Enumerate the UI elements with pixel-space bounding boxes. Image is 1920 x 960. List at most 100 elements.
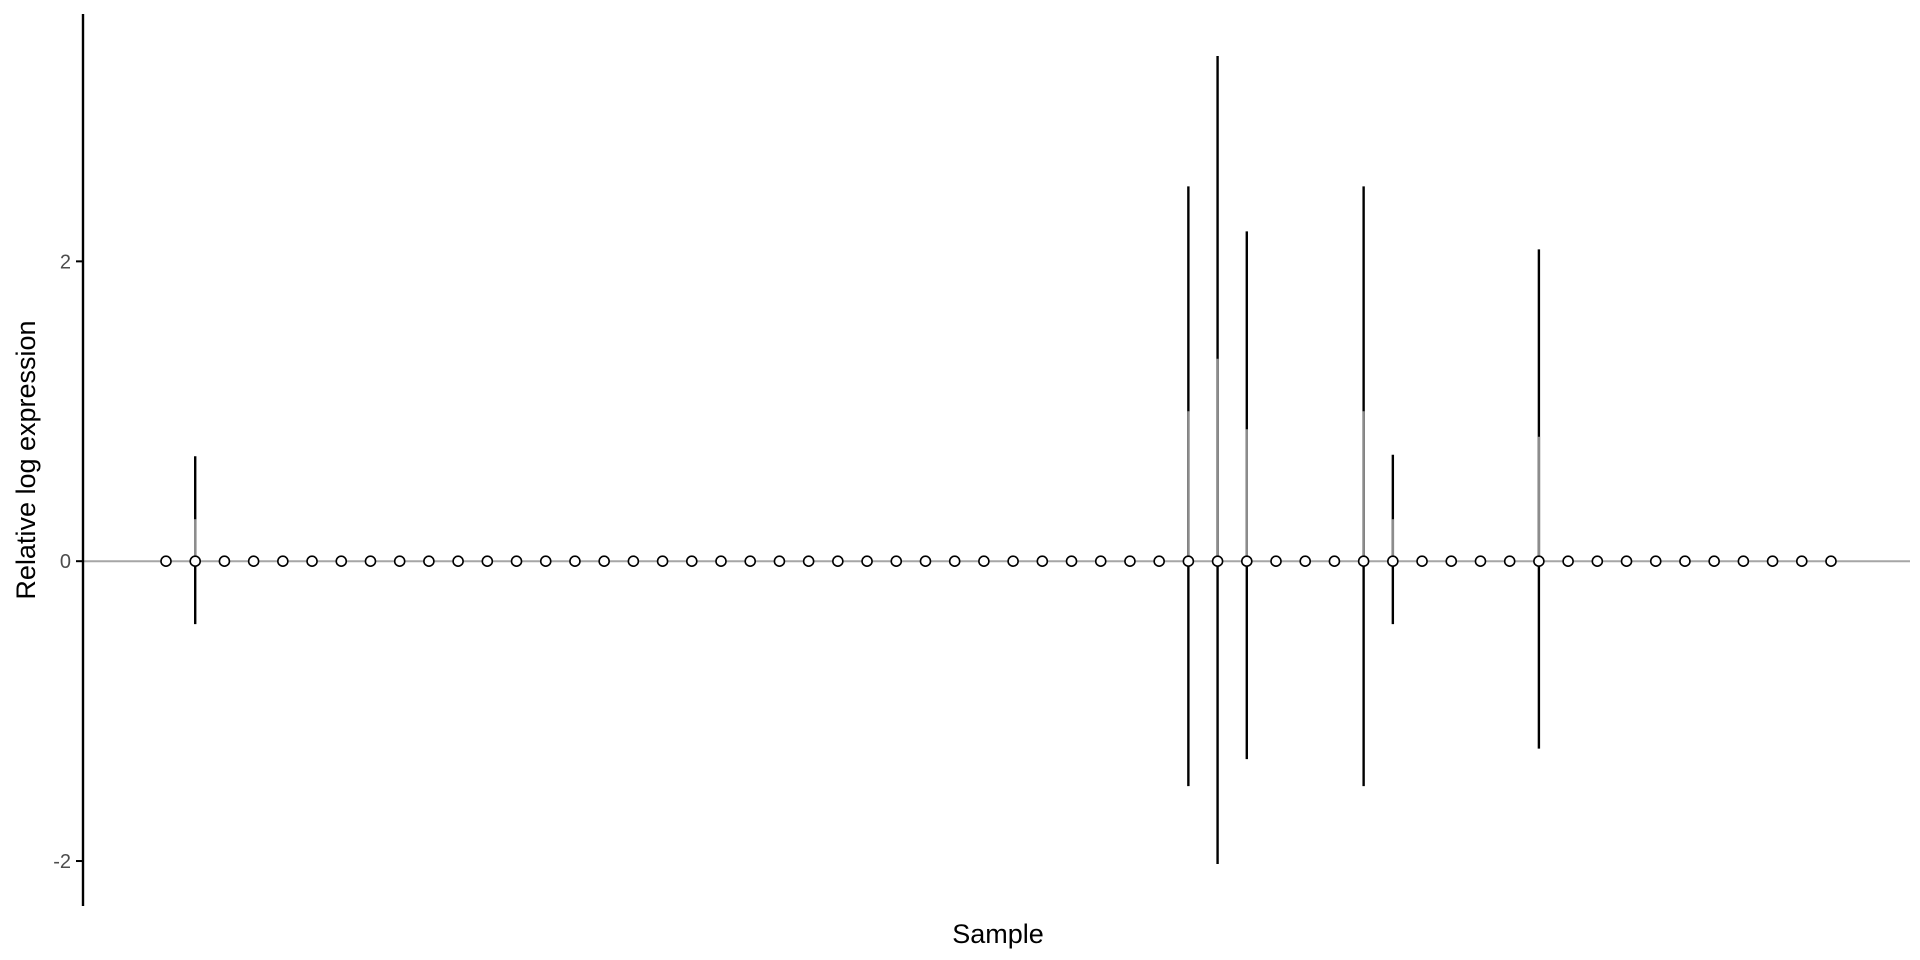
median-marker bbox=[1036, 555, 1049, 567]
sample-52 bbox=[1649, 555, 1662, 567]
sample-20 bbox=[715, 555, 727, 567]
plot-area bbox=[83, 55, 1910, 865]
median-marker bbox=[189, 555, 202, 567]
sample-12 bbox=[481, 555, 494, 567]
median-marker bbox=[1620, 555, 1633, 567]
sample-43 bbox=[1387, 454, 1399, 625]
median-marker bbox=[1708, 555, 1720, 567]
sample-58 bbox=[1825, 555, 1837, 567]
y-tick-label: -2 bbox=[53, 851, 71, 873]
median-marker bbox=[1328, 555, 1341, 567]
sample-22 bbox=[773, 555, 786, 567]
sample-13 bbox=[510, 555, 523, 567]
median-marker bbox=[1153, 555, 1165, 567]
sample-36 bbox=[1182, 186, 1195, 787]
sample-37 bbox=[1211, 55, 1224, 865]
sample-54 bbox=[1708, 555, 1720, 567]
median-marker bbox=[919, 555, 932, 567]
median-marker bbox=[1357, 555, 1370, 567]
median-marker bbox=[802, 555, 815, 567]
sample-53 bbox=[1679, 555, 1691, 567]
median-marker bbox=[773, 555, 786, 567]
median-marker bbox=[715, 555, 727, 567]
sample-57 bbox=[1795, 555, 1808, 567]
sample-8 bbox=[364, 555, 377, 567]
median-marker bbox=[335, 555, 348, 567]
sample-31 bbox=[1036, 555, 1049, 567]
sample-18 bbox=[656, 555, 669, 567]
median-marker bbox=[627, 555, 640, 567]
sample-10 bbox=[423, 555, 435, 567]
x-axis-title: Sample bbox=[952, 919, 1044, 949]
median-marker bbox=[978, 555, 990, 567]
median-marker bbox=[1270, 555, 1282, 567]
sample-7 bbox=[335, 555, 348, 567]
sample-23 bbox=[802, 555, 815, 567]
sample-27 bbox=[919, 555, 932, 567]
median-marker bbox=[1649, 555, 1662, 567]
median-marker bbox=[1825, 555, 1837, 567]
sample-19 bbox=[685, 555, 698, 567]
median-marker bbox=[1124, 555, 1136, 567]
sample-47 bbox=[1503, 555, 1516, 567]
median-marker bbox=[1737, 555, 1750, 567]
sample-34 bbox=[1124, 555, 1136, 567]
median-marker bbox=[510, 555, 523, 567]
sample-3 bbox=[218, 555, 231, 567]
median-marker bbox=[481, 555, 494, 567]
median-marker bbox=[1503, 555, 1516, 567]
median-marker bbox=[1474, 555, 1487, 567]
sample-51 bbox=[1620, 555, 1633, 567]
median-marker bbox=[1182, 555, 1195, 567]
median-marker bbox=[423, 555, 435, 567]
sample-1 bbox=[160, 555, 172, 567]
sample-29 bbox=[978, 555, 990, 567]
sample-50 bbox=[1591, 555, 1604, 567]
median-marker bbox=[277, 555, 289, 567]
sample-42 bbox=[1357, 186, 1370, 787]
median-marker bbox=[539, 555, 552, 567]
median-marker bbox=[832, 555, 844, 567]
sample-16 bbox=[598, 555, 610, 567]
median-marker bbox=[569, 555, 581, 567]
median-marker bbox=[598, 555, 610, 567]
sample-5 bbox=[277, 555, 289, 567]
sample-28 bbox=[948, 555, 961, 567]
median-marker bbox=[218, 555, 231, 567]
sample-24 bbox=[832, 555, 844, 567]
sample-17 bbox=[627, 555, 640, 567]
sample-56 bbox=[1766, 555, 1779, 567]
median-marker bbox=[364, 555, 377, 567]
sample-41 bbox=[1328, 555, 1341, 567]
sample-21 bbox=[744, 555, 757, 567]
sample-40 bbox=[1299, 555, 1312, 567]
median-marker bbox=[1240, 555, 1253, 567]
y-tick-label: 2 bbox=[60, 251, 71, 273]
sample-46 bbox=[1474, 555, 1487, 567]
median-marker bbox=[1533, 555, 1545, 567]
y-axis-ticks: -2 0 2 bbox=[53, 251, 83, 873]
y-axis-title: Relative log expression bbox=[11, 320, 41, 599]
sample-11 bbox=[452, 555, 464, 567]
median-marker bbox=[1065, 555, 1078, 567]
sample-35 bbox=[1153, 555, 1165, 567]
median-marker bbox=[948, 555, 961, 567]
sample-33 bbox=[1094, 555, 1107, 567]
median-marker bbox=[861, 555, 873, 567]
median-marker bbox=[1299, 555, 1312, 567]
median-marker bbox=[1007, 555, 1019, 567]
median-marker bbox=[744, 555, 757, 567]
median-marker bbox=[890, 555, 903, 567]
median-marker bbox=[1591, 555, 1604, 567]
median-marker bbox=[1416, 555, 1428, 567]
sample-30 bbox=[1007, 555, 1019, 567]
median-marker bbox=[656, 555, 669, 567]
sample-39 bbox=[1270, 555, 1282, 567]
median-marker bbox=[160, 555, 172, 567]
sample-6 bbox=[306, 555, 318, 567]
median-marker bbox=[393, 555, 406, 567]
sample-45 bbox=[1445, 555, 1458, 567]
sample-44 bbox=[1416, 555, 1428, 567]
sample-14 bbox=[539, 555, 552, 567]
